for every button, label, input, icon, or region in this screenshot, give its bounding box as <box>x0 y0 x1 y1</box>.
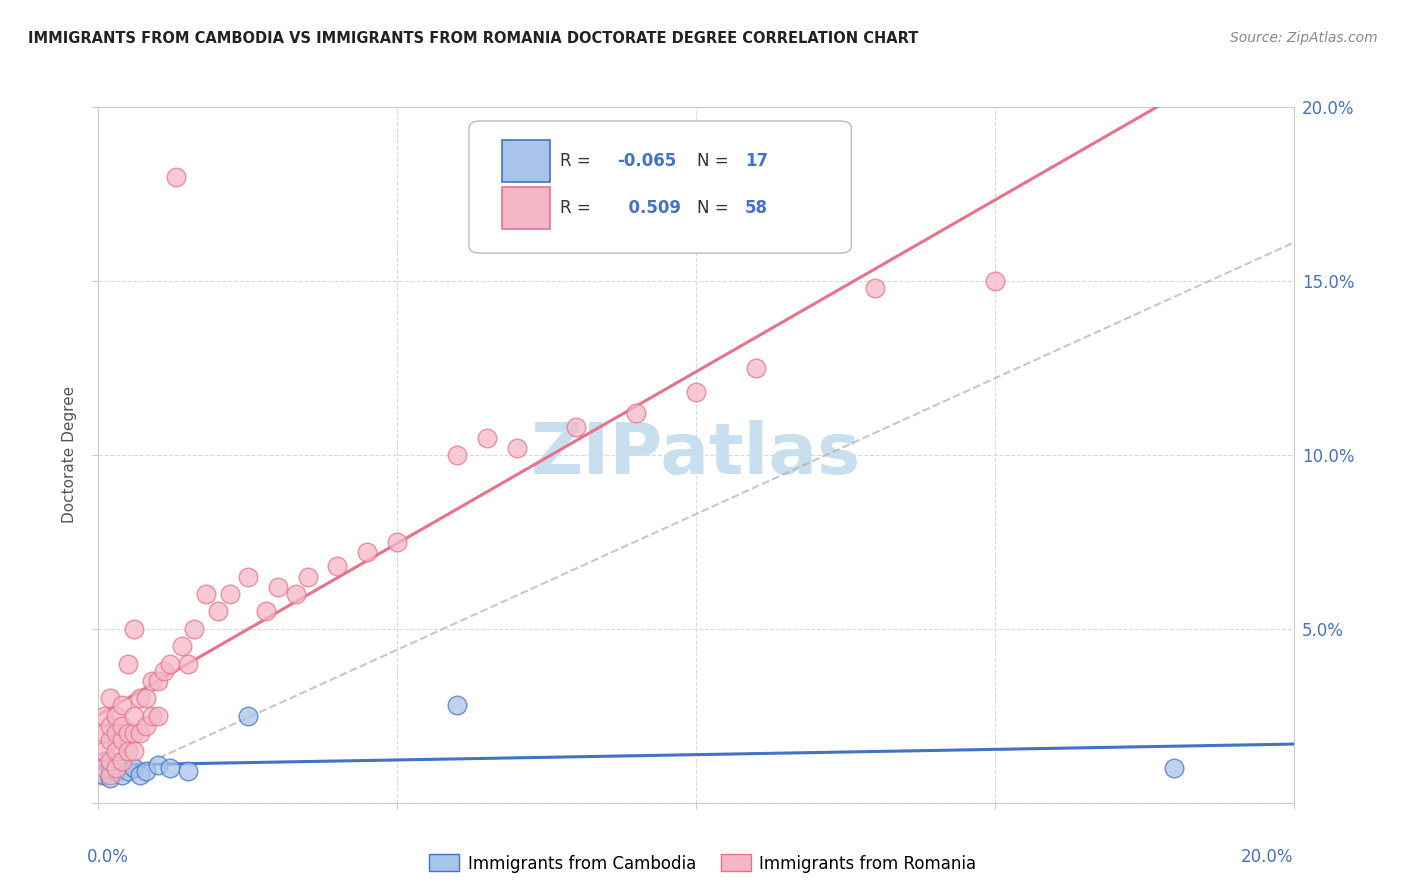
Point <box>124 622 146 636</box>
FancyBboxPatch shape <box>470 121 852 253</box>
Point <box>254 605 277 619</box>
Point <box>117 764 139 779</box>
FancyBboxPatch shape <box>502 140 550 182</box>
Point <box>100 691 122 706</box>
Point <box>135 691 157 706</box>
Point <box>159 657 181 671</box>
Point <box>177 657 200 671</box>
Point <box>153 664 176 678</box>
Point <box>93 744 115 758</box>
Point <box>100 761 122 775</box>
Point <box>141 674 163 689</box>
Point <box>626 406 648 420</box>
Point <box>124 708 146 723</box>
Point <box>129 768 152 782</box>
Text: 17: 17 <box>745 153 768 170</box>
Point <box>1163 761 1185 775</box>
Point <box>105 761 128 775</box>
Point <box>385 534 409 549</box>
Text: Source: ZipAtlas.com: Source: ZipAtlas.com <box>1230 31 1378 45</box>
Text: IMMIGRANTS FROM CAMBODIA VS IMMIGRANTS FROM ROMANIA DOCTORATE DEGREE CORRELATION: IMMIGRANTS FROM CAMBODIA VS IMMIGRANTS F… <box>28 31 918 46</box>
Point <box>159 761 181 775</box>
Point <box>105 764 128 779</box>
Point <box>111 733 134 747</box>
Point <box>446 698 468 713</box>
Point <box>475 431 498 445</box>
Point <box>100 754 122 768</box>
Point <box>117 744 139 758</box>
Text: N =: N = <box>697 199 734 217</box>
Point <box>117 726 139 740</box>
Point <box>93 761 115 775</box>
Point <box>165 169 187 184</box>
Point <box>111 698 134 713</box>
Point <box>745 360 768 375</box>
Text: 20.0%: 20.0% <box>1241 848 1294 866</box>
Point <box>267 580 290 594</box>
FancyBboxPatch shape <box>502 187 550 229</box>
Point <box>124 744 146 758</box>
Point <box>141 708 163 723</box>
Point <box>135 719 157 733</box>
Point <box>105 744 128 758</box>
Point <box>93 768 115 782</box>
Point <box>984 274 1007 288</box>
Point <box>685 385 707 400</box>
Y-axis label: Doctorate Degree: Doctorate Degree <box>62 386 77 524</box>
Text: 0.0%: 0.0% <box>87 848 128 866</box>
Point <box>172 639 194 653</box>
Point <box>105 726 128 740</box>
Text: -0.065: -0.065 <box>617 153 676 170</box>
Point <box>865 281 887 295</box>
Point <box>195 587 218 601</box>
Point <box>124 726 146 740</box>
Point <box>148 757 170 772</box>
Text: 58: 58 <box>745 199 768 217</box>
Point <box>326 559 349 574</box>
Point <box>148 674 170 689</box>
Point <box>129 726 152 740</box>
Point <box>565 420 588 434</box>
Legend: Immigrants from Cambodia, Immigrants from Romania: Immigrants from Cambodia, Immigrants fro… <box>423 847 983 880</box>
Point <box>100 733 122 747</box>
Point <box>93 708 115 723</box>
Point <box>111 754 134 768</box>
Point <box>148 708 170 723</box>
Point <box>284 587 307 601</box>
Point <box>124 761 146 775</box>
Point <box>135 764 157 779</box>
Point <box>236 708 259 723</box>
Point <box>356 545 378 559</box>
Point <box>100 768 122 782</box>
Point <box>117 657 139 671</box>
Point <box>506 441 529 455</box>
Text: 0.509: 0.509 <box>617 199 681 217</box>
Point <box>111 768 134 782</box>
Text: N =: N = <box>697 153 734 170</box>
Point <box>219 587 242 601</box>
Point <box>207 605 229 619</box>
Point <box>129 691 152 706</box>
Point <box>93 754 115 768</box>
Point <box>446 448 468 462</box>
Text: R =: R = <box>560 199 596 217</box>
Text: ZIPatlas: ZIPatlas <box>531 420 860 490</box>
Point <box>183 622 205 636</box>
Point <box>236 570 259 584</box>
Point <box>105 757 128 772</box>
Text: R =: R = <box>560 153 596 170</box>
Point <box>177 764 200 779</box>
Point <box>297 570 319 584</box>
Point <box>93 726 115 740</box>
Point <box>100 772 122 786</box>
Point <box>111 719 134 733</box>
Point <box>105 708 128 723</box>
Point <box>100 719 122 733</box>
